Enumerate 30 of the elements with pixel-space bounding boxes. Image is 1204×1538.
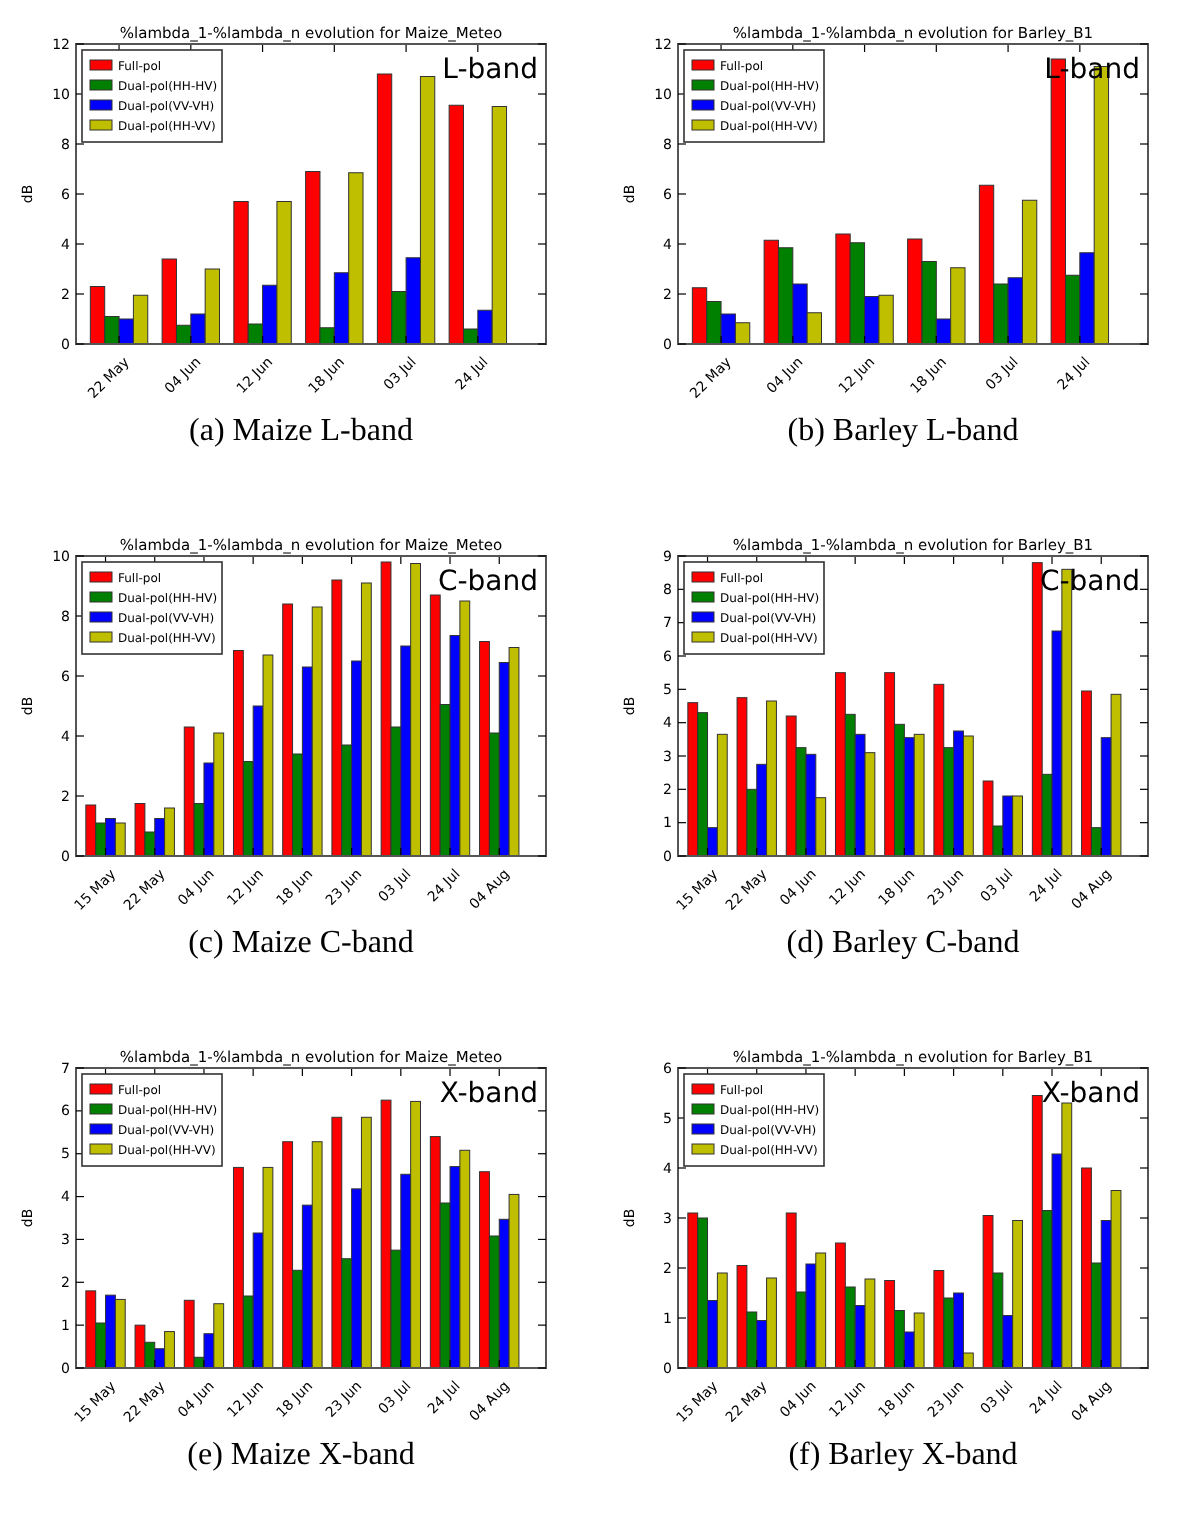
bar [982, 780, 994, 857]
bar [331, 1116, 343, 1369]
bar [282, 603, 294, 857]
bar [183, 1299, 195, 1369]
bar [331, 579, 343, 857]
text: (a) Maize L-band [189, 414, 413, 448]
annotation: C-band [437, 566, 538, 598]
bar [380, 561, 392, 857]
bar [1031, 562, 1043, 857]
bar [85, 804, 97, 857]
bar [85, 1290, 97, 1369]
bar [933, 683, 945, 857]
bar [183, 726, 195, 857]
bar [1031, 1095, 1043, 1369]
bar [429, 1136, 441, 1369]
bar [282, 1141, 294, 1369]
bar [134, 803, 146, 857]
text: (b) Barley L-band [787, 414, 1019, 448]
text: (e) Maize X-band [187, 1438, 415, 1472]
bar [933, 1270, 945, 1369]
text: (f) Barley X-band [788, 1438, 1018, 1472]
bar [380, 1099, 392, 1369]
text: (d) Barley C-band [786, 926, 1020, 960]
bar [429, 594, 441, 857]
annotation: L-band [442, 54, 538, 86]
annotation: X-band [1041, 1078, 1140, 1110]
bar [785, 1212, 797, 1369]
text: (c) Maize C-band [188, 926, 414, 960]
bar [736, 697, 748, 857]
annotation: X-band [439, 1078, 538, 1110]
